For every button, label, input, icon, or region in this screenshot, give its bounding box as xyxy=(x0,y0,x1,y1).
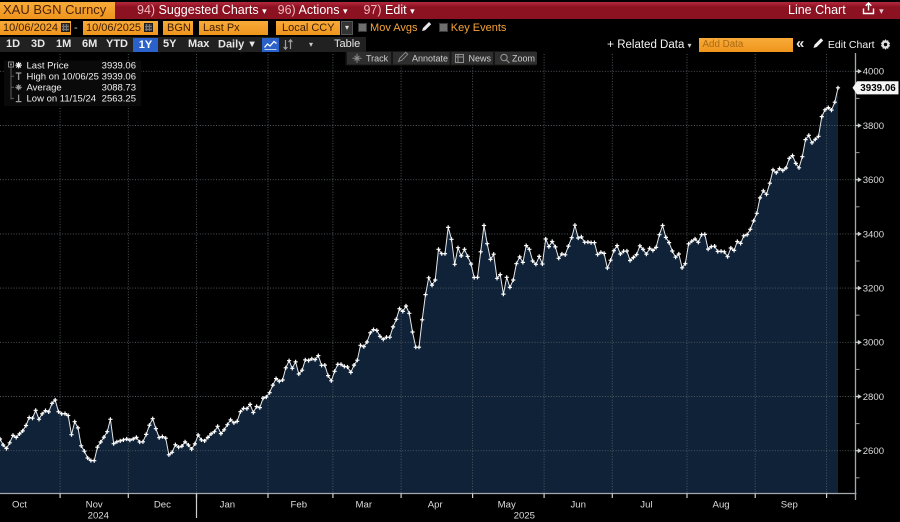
svg-text:Zoom: Zoom xyxy=(512,54,535,64)
svg-text:3800: 3800 xyxy=(863,121,884,132)
svg-text:4000: 4000 xyxy=(863,67,884,78)
svg-text:2800: 2800 xyxy=(863,392,884,403)
svg-text:May: May xyxy=(498,500,516,511)
svg-text:3000: 3000 xyxy=(863,338,884,349)
svg-text:Jul: Jul xyxy=(640,500,652,511)
svg-text:News: News xyxy=(469,54,492,64)
svg-text:Average: Average xyxy=(27,83,62,94)
svg-text:Dec: Dec xyxy=(154,500,171,511)
svg-text:2600: 2600 xyxy=(863,446,884,457)
svg-text:3939.06: 3939.06 xyxy=(102,71,136,82)
svg-text:Jan: Jan xyxy=(220,500,235,511)
svg-text:Last Price: Last Price xyxy=(27,60,69,71)
svg-text:3600: 3600 xyxy=(863,175,884,186)
svg-text:Aug: Aug xyxy=(713,500,730,511)
svg-text:Nov: Nov xyxy=(86,500,103,511)
svg-text:Track: Track xyxy=(366,54,389,64)
svg-text:3939.06: 3939.06 xyxy=(102,60,136,71)
svg-text:3400: 3400 xyxy=(863,229,884,240)
svg-text:Feb: Feb xyxy=(291,500,308,511)
svg-text:Annotate: Annotate xyxy=(412,54,448,64)
svg-text:2024: 2024 xyxy=(88,511,110,522)
svg-text:2025: 2025 xyxy=(514,511,535,522)
svg-text:Oct: Oct xyxy=(12,500,27,511)
svg-text:Apr: Apr xyxy=(428,500,444,511)
svg-text:3939.06: 3939.06 xyxy=(860,83,896,94)
svg-text:Sep: Sep xyxy=(781,500,798,511)
svg-text:3200: 3200 xyxy=(863,284,884,295)
svg-text:3088.73: 3088.73 xyxy=(102,83,136,94)
svg-text:Mar: Mar xyxy=(356,500,373,511)
svg-text:Low on 11/15/24: Low on 11/15/24 xyxy=(27,94,97,105)
svg-text:Jun: Jun xyxy=(570,500,585,511)
svg-text:High on 10/06/25: High on 10/06/25 xyxy=(27,71,99,82)
svg-text:2563.25: 2563.25 xyxy=(102,94,136,105)
